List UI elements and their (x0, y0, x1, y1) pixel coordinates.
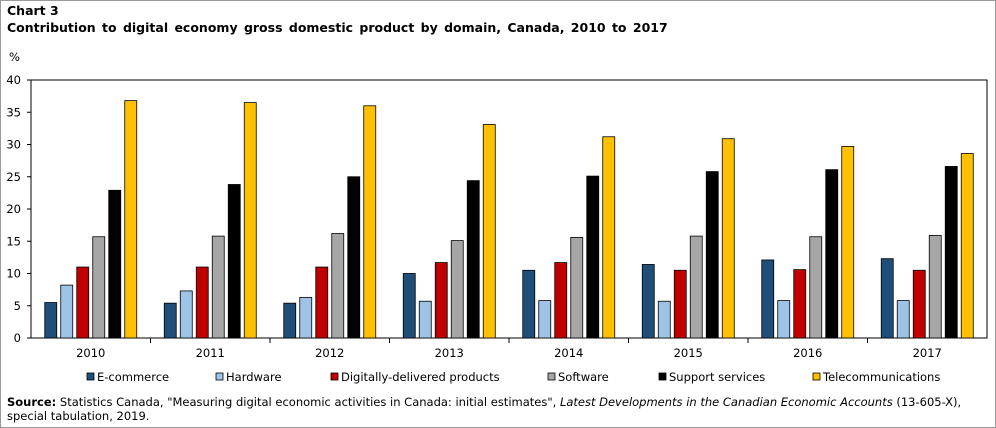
x-tick-label: 2012 (315, 346, 344, 360)
y-tick-label: 15 (6, 234, 21, 248)
legend-label: Hardware (226, 370, 282, 384)
legend-swatch (330, 372, 339, 381)
bar (347, 176, 361, 339)
bar (434, 262, 448, 339)
bar (960, 153, 974, 339)
bar (124, 100, 138, 339)
y-tick-label: 0 (14, 331, 21, 345)
chart-title: Contribution to digital economy gross do… (7, 20, 668, 35)
bar (243, 102, 257, 339)
bar (777, 300, 791, 339)
bar (402, 273, 416, 339)
bar (673, 269, 687, 339)
bar (466, 180, 480, 339)
bar (283, 302, 297, 339)
bar (418, 300, 432, 339)
y-tick-label: 20 (6, 202, 21, 216)
bar (657, 300, 671, 339)
x-tick-label: 2016 (793, 346, 822, 360)
bar (602, 136, 616, 339)
bar (880, 258, 894, 339)
legend-label: Digitally-delivered products (341, 370, 500, 384)
legend-label: Software (558, 370, 609, 384)
bar (793, 269, 807, 339)
y-tick-label: 5 (14, 299, 21, 313)
x-tick-label: 2015 (674, 346, 703, 360)
bar (705, 171, 719, 339)
bar (522, 269, 536, 339)
bar (315, 266, 329, 339)
bar (761, 259, 775, 339)
bar (482, 124, 496, 339)
legend-swatch (658, 372, 667, 381)
bar (195, 266, 209, 339)
source-label: Source: (7, 395, 57, 409)
bar (689, 235, 703, 339)
bar (211, 235, 225, 339)
y-axis-label: % (9, 50, 20, 64)
legend-swatch (86, 372, 95, 381)
bar (825, 169, 839, 339)
y-tick-label: 30 (6, 138, 21, 152)
y-tick-label: 35 (6, 105, 21, 119)
bar (363, 105, 377, 339)
bar (721, 138, 735, 339)
source-text-end: (13-605-X), special tabulation, 2019. (7, 395, 962, 423)
legend-swatch (215, 372, 224, 381)
bar (841, 146, 855, 339)
source-publication: Latest Developments in the Canadian Econ… (559, 395, 893, 409)
bar (163, 302, 177, 339)
legend-swatch (812, 372, 821, 381)
bar (450, 240, 464, 339)
bar (538, 300, 552, 339)
bar (570, 236, 584, 339)
x-tick-label: 2014 (554, 346, 583, 360)
y-tick-label: 40 (6, 73, 21, 87)
x-tick-label: 2013 (435, 346, 464, 360)
bar (92, 236, 106, 339)
x-tick-label: 2017 (913, 346, 942, 360)
bar (912, 269, 926, 339)
y-tick-label: 25 (6, 170, 21, 184)
bar (554, 262, 568, 339)
y-tick-label: 10 (6, 267, 21, 281)
x-tick-label: 2010 (76, 346, 105, 360)
bar (641, 264, 655, 339)
legend-label: E-commerce (97, 370, 169, 384)
bar (896, 300, 910, 339)
bar (928, 235, 942, 339)
source-text: Statistics Canada, "Measuring digital ec… (59, 395, 560, 409)
legend-swatch (547, 372, 556, 381)
bar (586, 175, 600, 339)
bar (809, 236, 823, 339)
bar (944, 166, 958, 339)
bar (76, 266, 90, 339)
bar (331, 233, 345, 339)
source-footnote: Source: Statistics Canada, "Measuring di… (7, 395, 977, 423)
bar (44, 302, 58, 339)
x-tick-label: 2011 (196, 346, 225, 360)
legend-label: Support services (669, 370, 765, 384)
bar (227, 184, 241, 339)
bar (60, 284, 74, 339)
bar (179, 290, 193, 339)
legend-label: Telecommunications (822, 370, 940, 384)
chart-label: Chart 3 (7, 3, 59, 18)
bar (108, 189, 122, 339)
bar (299, 296, 313, 339)
